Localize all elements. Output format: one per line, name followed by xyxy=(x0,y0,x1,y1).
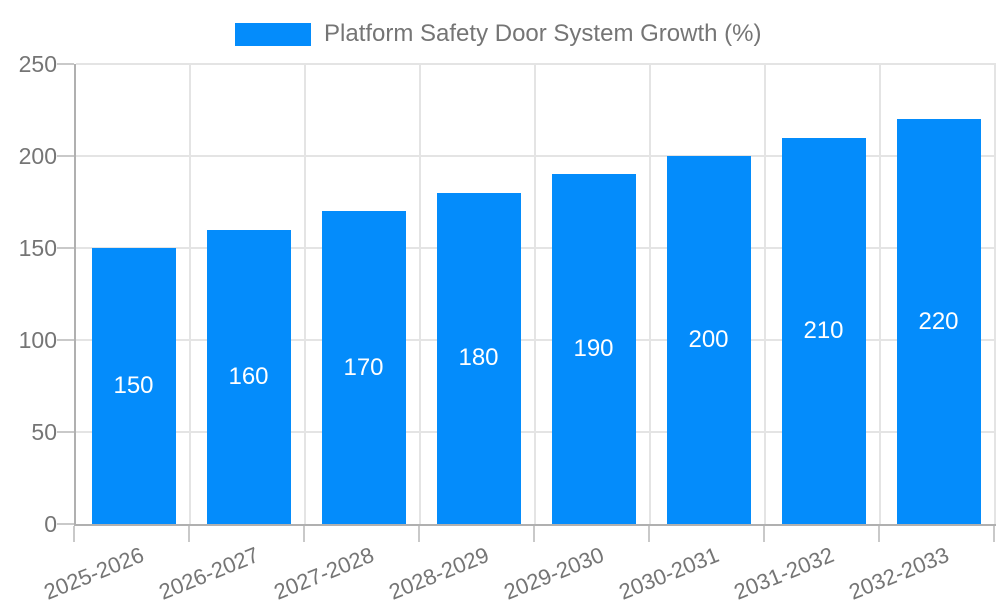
bar[interactable]: 200 xyxy=(666,156,751,524)
y-axis-label: 50 xyxy=(31,419,57,445)
x-gridline xyxy=(534,64,536,524)
y-gridline xyxy=(76,431,996,433)
x-gridline xyxy=(304,64,306,524)
x-gridline xyxy=(764,64,766,524)
legend-marker-icon xyxy=(235,22,311,46)
y-axis-label: 200 xyxy=(18,143,57,169)
y-axis-label: 0 xyxy=(44,511,57,537)
x-axis-tick xyxy=(533,526,535,542)
bar[interactable]: 220 xyxy=(896,119,981,524)
x-axis-tick xyxy=(993,526,995,542)
bar[interactable]: 180 xyxy=(436,192,521,524)
x-axis-tick xyxy=(763,526,765,542)
bar-value-label: 180 xyxy=(458,344,499,372)
bar[interactable]: 190 xyxy=(551,174,636,524)
x-gridline xyxy=(879,64,881,524)
bar-value-label: 160 xyxy=(228,362,269,390)
bar[interactable]: 170 xyxy=(321,211,406,524)
y-axis-tick xyxy=(57,431,74,433)
x-gridline xyxy=(419,64,421,524)
y-axis-tick xyxy=(57,247,74,249)
bar-value-label: 170 xyxy=(343,353,384,381)
x-axis-label: 2025-2026 xyxy=(39,542,147,600)
x-gridline xyxy=(189,64,191,524)
y-axis-tick xyxy=(57,155,74,157)
y-axis-label: 150 xyxy=(18,235,57,261)
x-axis-tick xyxy=(418,526,420,542)
x-gridline xyxy=(649,64,651,524)
y-axis-tick xyxy=(57,339,74,341)
bar[interactable]: 150 xyxy=(91,248,176,524)
bar[interactable]: 210 xyxy=(781,137,866,524)
y-gridline xyxy=(76,339,996,341)
x-axis-tick xyxy=(303,526,305,542)
bar[interactable]: 160 xyxy=(206,229,291,524)
y-axis-label: 250 xyxy=(18,51,57,77)
y-gridline xyxy=(76,63,996,65)
bar-value-label: 220 xyxy=(918,307,959,335)
y-gridline xyxy=(76,247,996,249)
y-axis-tick xyxy=(57,63,74,65)
y-axis-label: 100 xyxy=(18,327,57,353)
x-axis-tick xyxy=(648,526,650,542)
x-axis-tick xyxy=(73,526,75,542)
bar-value-label: 190 xyxy=(573,335,614,363)
y-axis-tick xyxy=(57,523,74,525)
bar-value-label: 200 xyxy=(688,326,729,353)
x-axis-tick xyxy=(188,526,190,542)
y-gridline xyxy=(76,155,996,157)
legend[interactable]: Platform Safety Door System Growth (%) xyxy=(235,20,762,47)
x-axis-tick xyxy=(878,526,880,542)
bar-value-label: 150 xyxy=(113,372,154,399)
bar-value-label: 210 xyxy=(803,316,844,344)
x-gridline xyxy=(994,64,996,524)
plot-area: 150 160 170 180 190 200 210 220 xyxy=(74,63,996,526)
legend-label: Platform Safety Door System Growth (%) xyxy=(324,20,762,47)
